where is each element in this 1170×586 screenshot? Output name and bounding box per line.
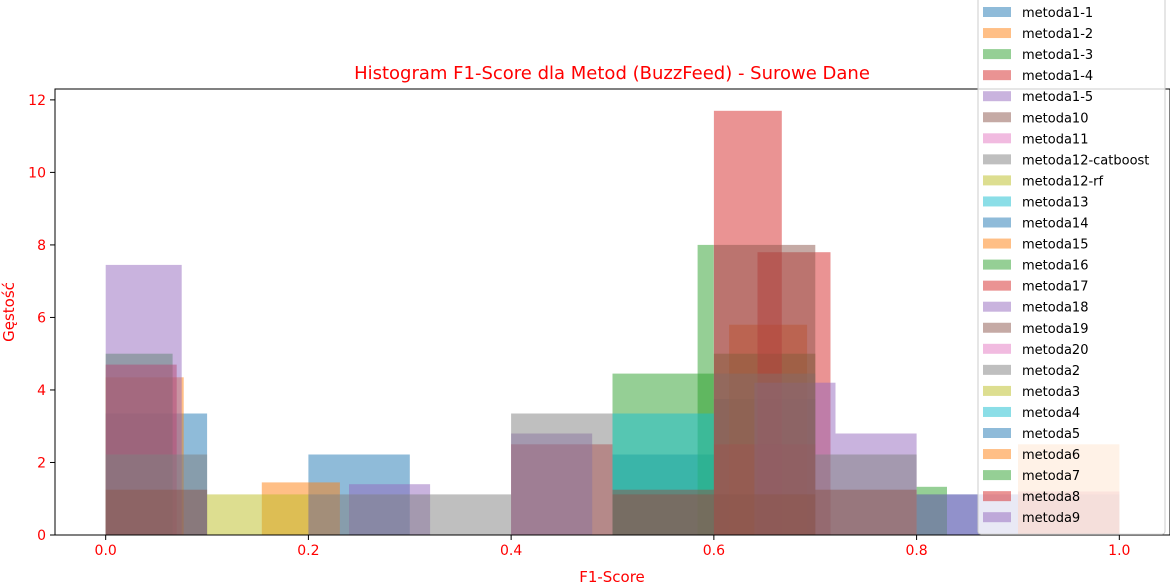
legend-swatch <box>983 70 1011 81</box>
histogram-bar-40 <box>713 494 816 535</box>
legend-label: metoda9 <box>1022 511 1080 526</box>
legend-label: metoda11 <box>1022 132 1088 147</box>
histogram-bar-39 <box>612 494 714 535</box>
legend-label: metoda1-5 <box>1022 90 1093 105</box>
legend-label: metoda17 <box>1022 280 1088 295</box>
legend-label: metoda1-3 <box>1022 48 1093 63</box>
axes-frame <box>54 88 1170 536</box>
legend-swatch <box>983 364 1011 375</box>
legend-label: metoda13 <box>1022 195 1088 210</box>
legend-label: metoda20 <box>1022 343 1088 358</box>
x-tick-label: 0.6 <box>703 543 725 559</box>
legend-label: metoda6 <box>1022 448 1080 463</box>
x-tick-label: 0.2 <box>297 543 319 559</box>
x-tick-label: 0.4 <box>500 543 522 559</box>
legend-swatch <box>983 28 1011 39</box>
legend-swatch <box>983 91 1011 102</box>
y-tick-label: 12 <box>28 93 46 109</box>
histogram-bar-29 <box>308 494 410 535</box>
y-tick-label: 2 <box>37 455 46 471</box>
legend: metoda1-1 metoda1-2 metoda1-3 metoda1-4 meto… <box>977 0 1166 535</box>
x-tick-label: 0.0 <box>95 543 117 559</box>
legend-label: metoda12-rf <box>1022 174 1104 189</box>
legend-swatch <box>983 491 1011 502</box>
x-axis-label: F1-Score <box>579 568 645 586</box>
legend-label: metoda8 <box>1022 490 1080 505</box>
y-tick-label: 8 <box>37 238 46 254</box>
y-tick-label: 10 <box>28 165 46 181</box>
legend-label: metoda18 <box>1022 301 1088 316</box>
histogram-bar-28 <box>207 494 309 535</box>
legend-label: metoda1-4 <box>1022 69 1093 84</box>
legend-label: metoda4 <box>1022 406 1080 421</box>
histogram-bar-31 <box>511 413 613 535</box>
legend-label: metoda10 <box>1022 111 1088 126</box>
legend-swatch <box>983 259 1011 270</box>
y-tick-label: 6 <box>37 310 46 326</box>
x-axis-ticks: 0.0 0.2 0.4 0.6 0.8 1.0 <box>95 535 1130 559</box>
legend-swatch <box>983 7 1011 17</box>
legend-swatch <box>983 238 1011 249</box>
legend-label: metoda2 <box>1022 364 1080 379</box>
legend-label: metoda1-2 <box>1022 27 1093 42</box>
legend-swatch <box>983 280 1011 291</box>
legend-swatch <box>983 175 1011 186</box>
legend-swatch <box>983 406 1011 417</box>
legend-label: metoda5 <box>1022 427 1080 442</box>
legend-swatch <box>983 301 1011 312</box>
chart-title: Histogram F1-Score dla Metod (BuzzFeed) … <box>354 63 870 84</box>
legend-swatch <box>983 217 1011 228</box>
legend-swatch <box>983 449 1011 460</box>
legend-label: metoda3 <box>1022 385 1080 400</box>
histogram-bar-37 <box>713 244 816 535</box>
y-axis-ticks: 0 2 4 6 8 10 12 <box>28 93 55 544</box>
legend-swatch <box>983 385 1011 396</box>
legend-swatch <box>983 112 1011 123</box>
legend-label: metoda19 <box>1022 322 1088 337</box>
legend-swatch <box>983 470 1011 481</box>
histogram-bar-38 <box>815 489 917 535</box>
legend-label: metoda7 <box>1022 469 1080 484</box>
legend-swatch <box>983 154 1011 165</box>
legend-swatch <box>983 49 1011 60</box>
y-tick-label: 0 <box>37 528 46 544</box>
legend-label: metoda14 <box>1022 217 1088 232</box>
legend-label: metoda12-catboost <box>1022 153 1149 168</box>
legend-swatch <box>983 512 1011 523</box>
legend-swatch <box>983 343 1011 354</box>
legend-label: metoda15 <box>1022 238 1088 253</box>
x-tick-label: 1.0 <box>1108 543 1130 559</box>
histogram-bar-30 <box>409 494 512 535</box>
legend-label: metoda1-1 <box>1022 6 1093 21</box>
histogram-bars <box>105 110 1120 536</box>
legend-swatch <box>983 133 1011 144</box>
y-axis-label: Gęstość <box>0 282 18 342</box>
legend-swatch <box>983 428 1011 438</box>
legend-box <box>977 0 1166 535</box>
legend-label: metoda16 <box>1022 259 1088 274</box>
x-tick-label: 0.8 <box>905 543 927 559</box>
legend-swatch <box>983 196 1011 207</box>
y-tick-label: 4 <box>37 383 46 399</box>
legend-swatch <box>983 322 1011 333</box>
histogram-bar-35 <box>105 489 208 535</box>
